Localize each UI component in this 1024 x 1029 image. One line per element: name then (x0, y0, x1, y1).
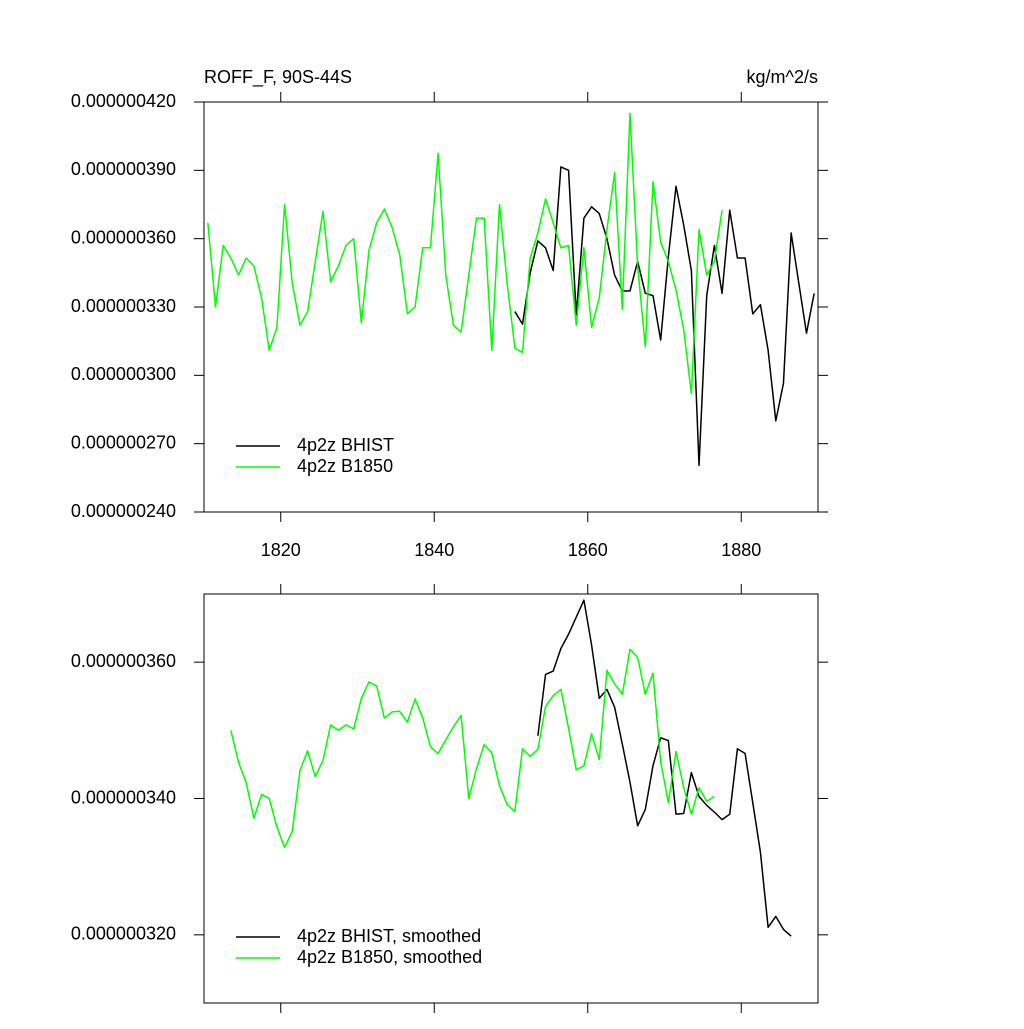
data-line (514, 166, 815, 467)
y-tick-label: 0.000000270 (71, 432, 176, 452)
y-tick-label: 0.000000300 (71, 364, 176, 384)
data-line (207, 112, 723, 395)
units-label: kg/m^2/s (747, 67, 818, 87)
x-tick-label: 1880 (721, 540, 761, 560)
legend-label: 4p2z B1850 (297, 456, 393, 476)
y-tick-label: 0.000000420 (71, 91, 176, 111)
legend-label: 4p2z BHIST, smoothed (297, 926, 481, 946)
y-tick-label: 0.000000390 (71, 159, 176, 179)
x-tick-label: 1860 (568, 540, 608, 560)
y-tick-label: 0.000000330 (71, 296, 176, 316)
legend-label: 4p2z BHIST (297, 435, 394, 455)
y-tick-label: 0.000000360 (71, 227, 176, 247)
y-tick-label: 0.000000320 (71, 924, 176, 944)
chart-title: ROFF_F, 90S-44S (204, 67, 352, 88)
x-tick-label: 1820 (261, 540, 301, 560)
y-tick-label: 0.000000240 (71, 501, 176, 521)
data-line (537, 599, 792, 937)
x-tick-label: 1840 (414, 540, 454, 560)
y-tick-label: 0.000000340 (71, 787, 176, 807)
legend-label: 4p2z B1850, smoothed (297, 947, 482, 967)
data-line (230, 648, 715, 849)
y-tick-label: 0.000000360 (71, 651, 176, 671)
